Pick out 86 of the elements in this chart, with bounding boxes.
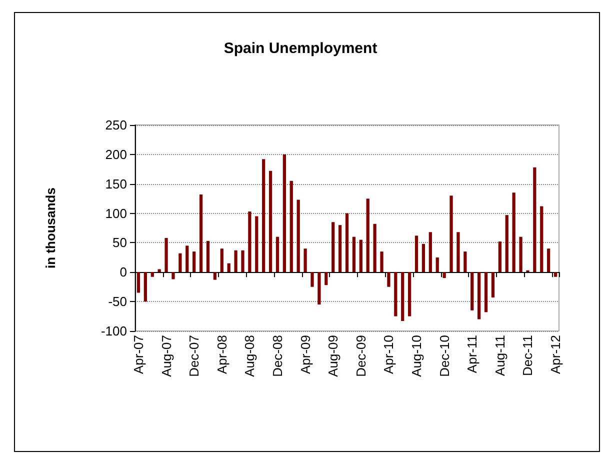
bar (172, 272, 175, 280)
bar (318, 272, 321, 305)
bar (470, 272, 474, 310)
bar (213, 272, 216, 280)
bar (178, 253, 182, 272)
x-tick-label: Dec-10 (436, 335, 452, 377)
bar (401, 272, 404, 321)
bar (241, 250, 244, 272)
x-tick-label: Dec-09 (353, 335, 368, 377)
x-tick-label: Dec-07 (186, 335, 202, 377)
bar (304, 248, 307, 272)
x-tick-label: Apr-12 (548, 335, 564, 374)
bar (450, 196, 453, 272)
y-tick-label: 100 (105, 206, 127, 221)
bar (554, 272, 558, 277)
bar (547, 248, 550, 272)
bar (533, 167, 536, 272)
x-tick-label: Dec-11 (520, 335, 536, 376)
bar (255, 216, 258, 272)
bar (491, 272, 495, 298)
y-axis-title: in thousands (43, 188, 58, 268)
bar (332, 222, 335, 272)
bar (414, 236, 418, 272)
bar (519, 236, 522, 272)
y-tick-label: 250 (105, 118, 127, 132)
x-tick-label: Dec-08 (270, 335, 285, 377)
y-tick-label: 150 (105, 176, 127, 192)
bar (296, 200, 300, 272)
bar (345, 213, 349, 272)
bar (464, 252, 467, 272)
bar (380, 252, 384, 272)
x-tick-label: Aug-09 (326, 335, 341, 377)
x-tick-label: Aug-11 (492, 335, 508, 376)
y-tick-label: 0 (120, 264, 127, 280)
bar (456, 232, 460, 272)
bar (199, 194, 203, 272)
x-tick-label: Aug-07 (158, 335, 174, 377)
bar (366, 198, 370, 272)
y-tick-label: 200 (105, 146, 127, 162)
bar (422, 244, 426, 272)
bar (268, 170, 272, 272)
x-tick-label: Aug-10 (409, 335, 424, 377)
bar (186, 246, 189, 272)
bar (234, 250, 238, 272)
bar (428, 232, 432, 272)
bar (310, 272, 314, 287)
y-tick-label: 50 (112, 235, 127, 250)
bar (324, 272, 328, 286)
bar (540, 206, 544, 272)
bar (282, 154, 286, 272)
x-tick-label: Apr-11 (464, 335, 480, 374)
y-tick-label: -50 (108, 294, 127, 310)
bar (338, 225, 342, 272)
x-tick-label: Apr-10 (381, 335, 396, 374)
bar (505, 215, 508, 272)
x-tick-label: Apr-07 (130, 335, 146, 374)
x-tick-label: Apr-09 (298, 335, 313, 374)
bar (373, 224, 376, 272)
x-tick-label: Apr-08 (214, 335, 230, 374)
x-tick-label: Aug-08 (242, 335, 258, 377)
bar (290, 180, 293, 272)
bar (206, 240, 210, 272)
bar (158, 269, 161, 272)
bar (478, 272, 481, 320)
bar (248, 212, 252, 272)
bar (436, 257, 439, 272)
bar (394, 272, 398, 316)
bar (512, 192, 516, 272)
bar (359, 240, 362, 272)
bar (262, 159, 266, 272)
y-tick-label: -100 (100, 324, 127, 338)
bar (144, 272, 147, 302)
bar (484, 272, 488, 312)
bar (498, 242, 502, 272)
bar (164, 238, 168, 272)
bar (136, 272, 140, 293)
bar (408, 272, 412, 316)
bar (220, 248, 224, 272)
bar (387, 272, 390, 287)
bar (352, 236, 356, 272)
bar (276, 236, 280, 272)
bar (442, 272, 446, 278)
bar (192, 252, 196, 272)
bar (150, 272, 154, 277)
bar (227, 263, 230, 272)
chart-title: Spain Unemployment (224, 40, 378, 57)
